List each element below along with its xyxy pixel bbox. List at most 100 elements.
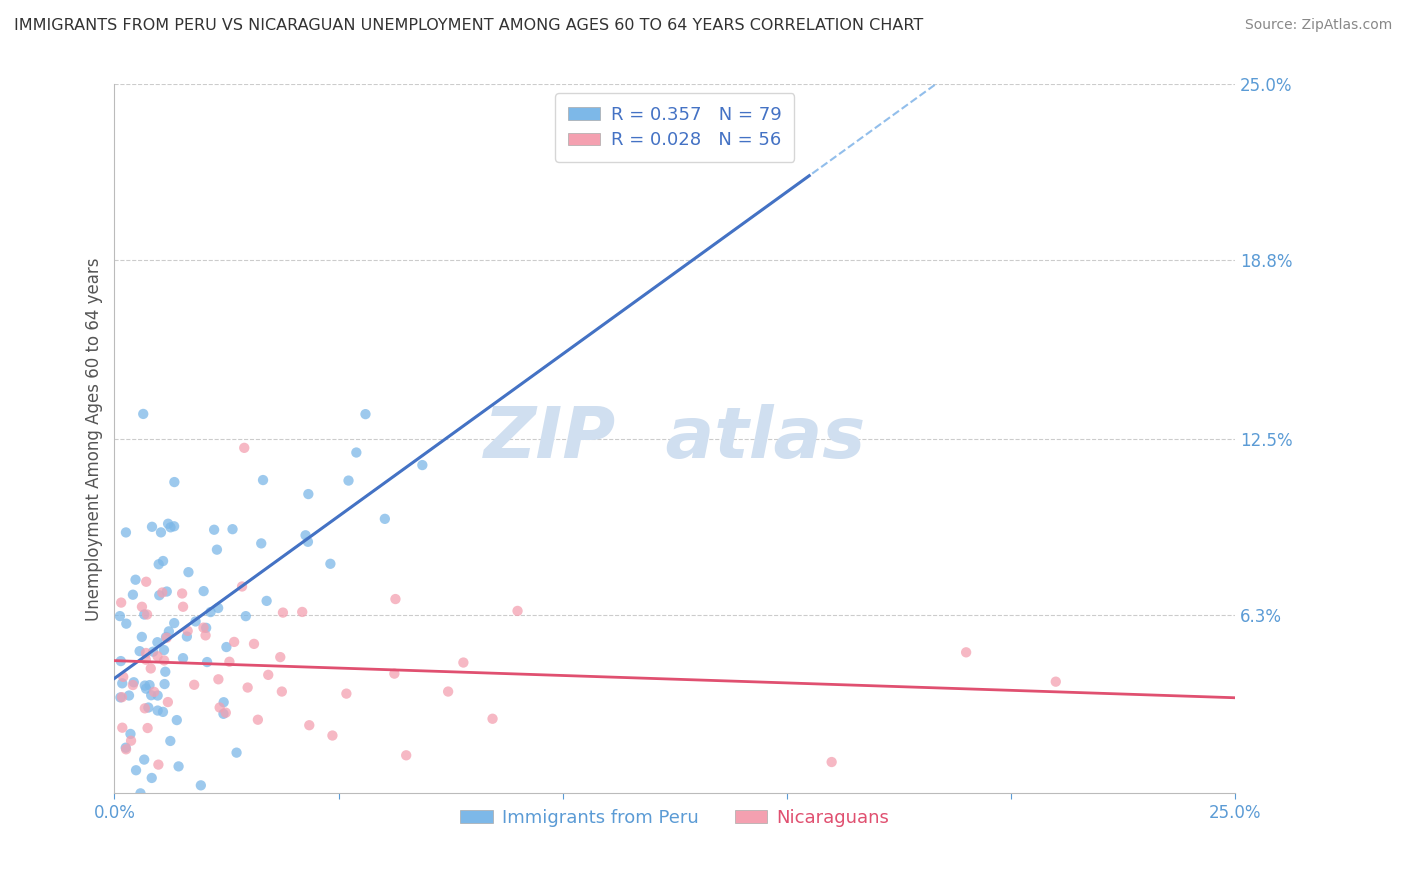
Point — [202, 523, 225, 537]
Point — [955, 645, 977, 659]
Point — [163, 616, 186, 631]
Point — [156, 631, 179, 645]
Point — [236, 681, 259, 695]
Point — [208, 700, 231, 714]
Point — [207, 601, 229, 615]
Point — [195, 621, 218, 635]
Point — [163, 519, 186, 533]
Point — [135, 574, 157, 589]
Point — [131, 630, 153, 644]
Point — [131, 599, 153, 614]
Point — [156, 695, 179, 709]
Point — [138, 700, 160, 714]
Point — [153, 653, 176, 667]
Point — [235, 609, 257, 624]
Point — [200, 605, 222, 619]
Point — [453, 656, 475, 670]
Point — [252, 473, 274, 487]
Point — [297, 487, 319, 501]
Point — [156, 584, 179, 599]
Point — [224, 635, 246, 649]
Point — [243, 637, 266, 651]
Point — [411, 458, 433, 472]
Point — [122, 588, 145, 602]
Point — [114, 740, 136, 755]
Point — [134, 607, 156, 622]
Point — [143, 685, 166, 699]
Point — [250, 536, 273, 550]
Point — [152, 705, 174, 719]
Point — [294, 528, 316, 542]
Point — [111, 690, 134, 705]
Point — [221, 522, 243, 536]
Text: IMMIGRANTS FROM PERU VS NICARAGUAN UNEMPLOYMENT AMONG AGES 60 TO 64 YEARS CORREL: IMMIGRANTS FROM PERU VS NICARAGUAN UNEMP… — [14, 18, 924, 33]
Point — [225, 746, 247, 760]
Point — [321, 729, 343, 743]
Point — [146, 649, 169, 664]
Point — [269, 650, 291, 665]
Point — [153, 677, 176, 691]
Point — [354, 407, 377, 421]
Point — [820, 755, 842, 769]
Point — [159, 734, 181, 748]
Point — [155, 665, 177, 679]
Point — [218, 655, 240, 669]
Legend: Immigrants from Peru, Nicaraguans: Immigrants from Peru, Nicaraguans — [453, 802, 897, 834]
Point — [115, 616, 138, 631]
Point — [257, 668, 280, 682]
Point — [118, 689, 141, 703]
Point — [141, 771, 163, 785]
Point — [157, 624, 180, 639]
Point — [146, 635, 169, 649]
Point — [193, 584, 215, 599]
Point — [190, 778, 212, 792]
Point — [481, 712, 503, 726]
Point — [153, 643, 176, 657]
Point — [135, 653, 157, 667]
Point — [297, 534, 319, 549]
Point — [184, 615, 207, 629]
Point — [149, 525, 172, 540]
Point — [256, 594, 278, 608]
Point — [108, 609, 131, 624]
Point — [134, 753, 156, 767]
Point — [176, 624, 198, 638]
Point — [129, 786, 152, 800]
Point — [207, 673, 229, 687]
Point — [135, 646, 157, 660]
Point — [231, 579, 253, 593]
Point — [120, 733, 142, 747]
Point — [148, 588, 170, 602]
Point — [136, 607, 159, 622]
Point — [159, 520, 181, 534]
Point — [212, 695, 235, 709]
Point — [152, 554, 174, 568]
Point — [193, 621, 215, 635]
Point — [384, 592, 406, 607]
Point — [205, 542, 228, 557]
Point — [157, 516, 180, 531]
Point — [150, 585, 173, 599]
Point — [194, 628, 217, 642]
Point — [176, 630, 198, 644]
Point — [395, 748, 418, 763]
Point — [121, 678, 143, 692]
Point — [172, 651, 194, 665]
Point — [183, 678, 205, 692]
Point — [124, 573, 146, 587]
Point — [136, 721, 159, 735]
Point — [271, 606, 294, 620]
Point — [125, 763, 148, 777]
Point — [141, 520, 163, 534]
Point — [177, 565, 200, 579]
Point — [115, 525, 138, 540]
Point — [146, 704, 169, 718]
Point — [134, 701, 156, 715]
Point — [270, 684, 292, 698]
Point — [246, 713, 269, 727]
Point — [111, 676, 134, 690]
Point — [344, 445, 367, 459]
Point — [374, 512, 396, 526]
Point — [233, 441, 256, 455]
Point — [506, 604, 529, 618]
